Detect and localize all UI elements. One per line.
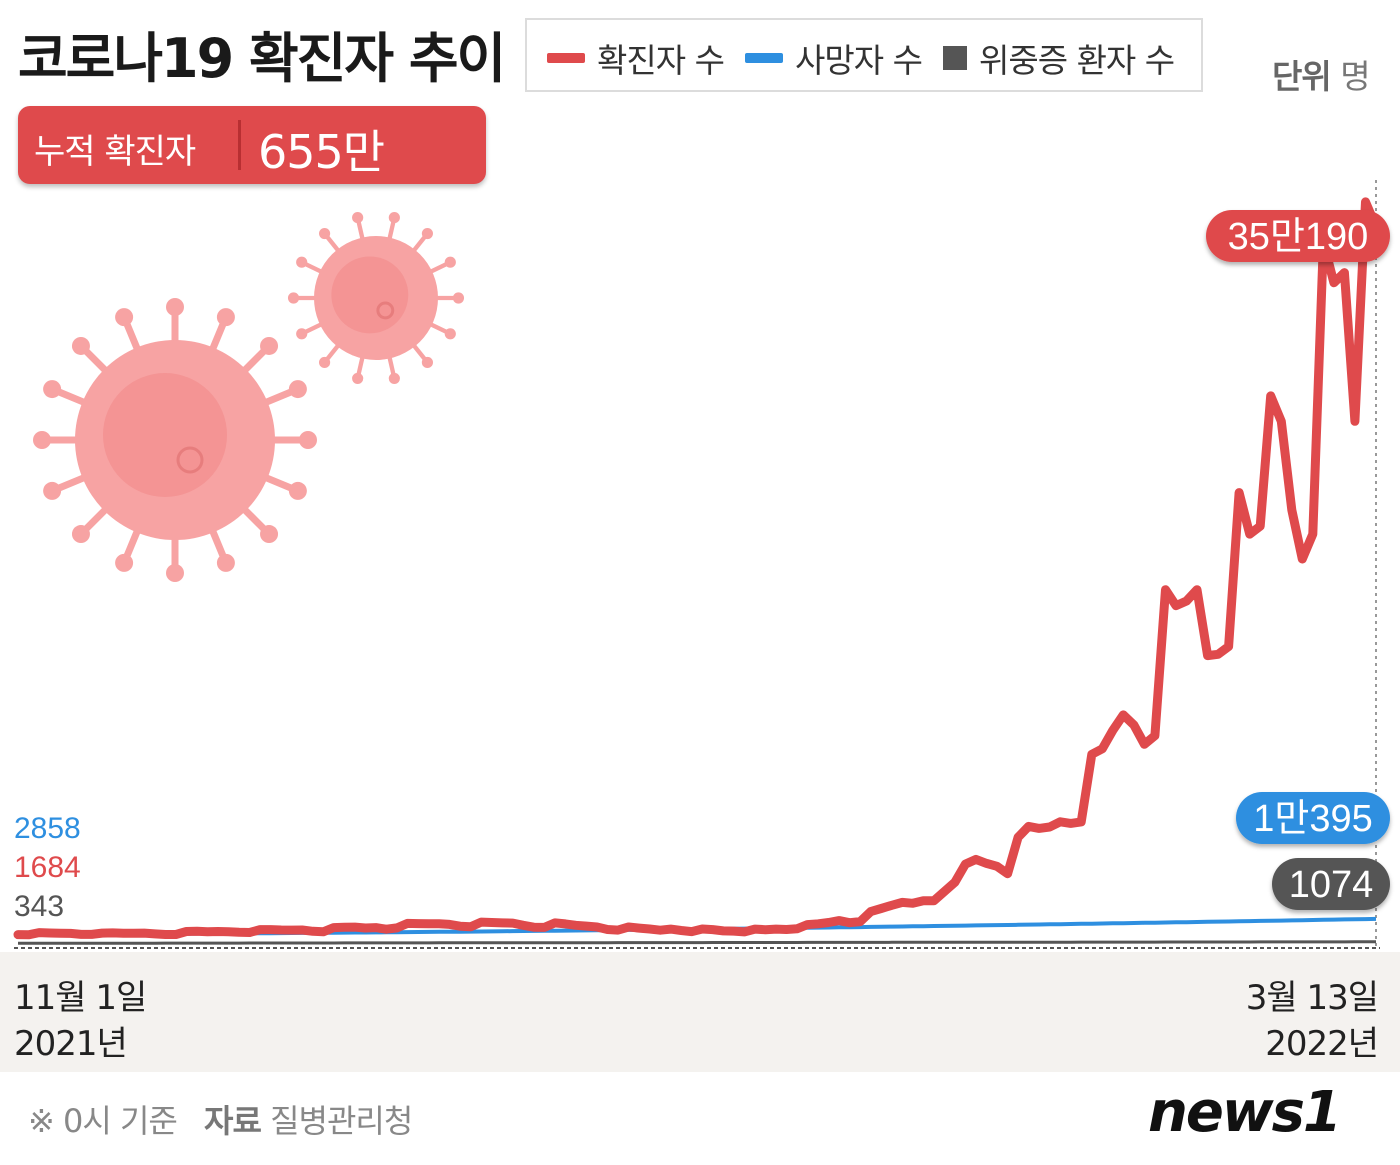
cumulative-badge: 누적 확진자 655만6453 xyxy=(18,106,486,236)
start-label-critical: 343 xyxy=(14,890,64,923)
x-label-start-year: 2021년 xyxy=(14,1024,128,1064)
cumulative-label: 누적 확진자 xyxy=(34,132,196,172)
end-callout-critical: 1074 xyxy=(1272,858,1390,910)
end-label-deaths: 1만395 xyxy=(1253,798,1373,840)
end-callout-deaths: 1만395 xyxy=(1236,792,1390,844)
legend-item-confirmed: 확진자 수 xyxy=(547,34,725,82)
footer-note: ※ 0시 기준 자료 질병관리청 xyxy=(28,1096,413,1142)
legend-label-deaths: 사망자 수 xyxy=(795,41,923,80)
series-line-critical xyxy=(18,940,1376,945)
brand-logo-text: news1 xyxy=(1148,1080,1342,1145)
legend-swatch-critical xyxy=(943,46,967,70)
legend-label-confirmed: 확진자 수 xyxy=(597,41,725,80)
legend-item-critical: 위중증 환자 수 xyxy=(943,34,1175,82)
x-label-end-year: 2022년 xyxy=(1265,1024,1379,1064)
legend-item-deaths: 사망자 수 xyxy=(745,34,923,82)
chart-title: 코로나19 확진자 추이 xyxy=(18,27,506,90)
series-line-confirmed xyxy=(13,197,1381,940)
footer-basis: ※ 0시 기준 xyxy=(28,1102,178,1140)
cumulative-value: 655만6453 xyxy=(258,125,385,236)
x-label-end-date: 3월 13일 xyxy=(1245,978,1379,1018)
legend-label-critical: 위중증 환자 수 xyxy=(979,41,1175,80)
legend-swatch-confirmed xyxy=(547,53,585,63)
unit-label: 단위 명 xyxy=(1272,50,1371,98)
unit-label-text: 단위 xyxy=(1272,57,1332,96)
legend-swatch-deaths xyxy=(745,53,783,63)
x-label-start-date: 11월 1일 xyxy=(14,978,147,1018)
footer-source: 질병관리청 xyxy=(270,1102,413,1140)
x-axis-band xyxy=(0,952,1400,1072)
end-callout-confirmed: 35만190 xyxy=(1206,210,1390,262)
footer-source-label: 자료 xyxy=(204,1102,262,1140)
end-label-confirmed: 35만190 xyxy=(1228,216,1369,258)
unit-value-text: 명 xyxy=(1340,57,1370,96)
virus-icon-large xyxy=(33,298,317,582)
virus-icon-small xyxy=(287,212,465,384)
cumulative-divider xyxy=(238,120,241,170)
legend: 확진자 수 사망자 수 위중증 환자 수 xyxy=(525,18,1203,92)
start-label-confirmed: 1684 xyxy=(14,851,81,884)
start-label-deaths: 2858 xyxy=(14,812,81,845)
news1-logo: news1 xyxy=(1148,1080,1342,1145)
end-label-critical: 1074 xyxy=(1289,864,1374,906)
